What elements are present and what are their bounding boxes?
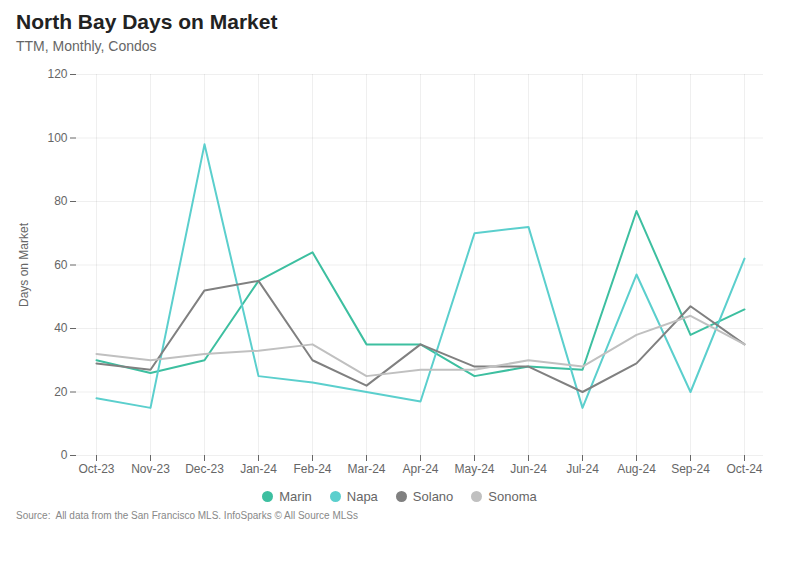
svg-text:Feb-24: Feb-24 (293, 462, 331, 476)
html-text:Sonoma: Sonoma (488, 489, 537, 504)
svg-text:Oct-23: Oct-23 (78, 462, 114, 476)
svg-text:May-24: May-24 (454, 462, 494, 476)
svg-text:100: 100 (47, 131, 67, 145)
svg-text:Days on Market: Days on Market (17, 222, 31, 307)
svg-text:20: 20 (54, 385, 68, 399)
svg-text:Aug-24: Aug-24 (617, 462, 656, 476)
svg-text:Jul-24: Jul-24 (566, 462, 599, 476)
html-text:Source: All data from the San: Source: All data from the San Francisco … (16, 510, 358, 521)
svg-text:120: 120 (47, 67, 67, 81)
html-text:TTM, Monthly, Condos: TTM, Monthly, Condos (16, 38, 157, 54)
html-text:North Bay Days on Market: North Bay Days on Market (16, 10, 278, 33)
svg-text:80: 80 (54, 194, 68, 208)
svg-text:Jan-24: Jan-24 (240, 462, 277, 476)
html-text:Solano: Solano (412, 489, 454, 504)
svg-text:Sep-24: Sep-24 (671, 462, 710, 476)
html-text:Marin: Marin (279, 489, 312, 504)
svg-text:Jun-24: Jun-24 (510, 462, 547, 476)
svg-text:Oct-24: Oct-24 (726, 462, 762, 476)
svg-text:0: 0 (61, 448, 68, 462)
svg-text:60: 60 (54, 258, 68, 272)
svg-text:40: 40 (54, 321, 68, 335)
svg-text:Apr-24: Apr-24 (402, 462, 438, 476)
svg-text:Dec-23: Dec-23 (185, 462, 224, 476)
svg-text:Nov-23: Nov-23 (131, 462, 170, 476)
svg-text:Mar-24: Mar-24 (347, 462, 385, 476)
html-text:Napa: Napa (346, 489, 378, 504)
